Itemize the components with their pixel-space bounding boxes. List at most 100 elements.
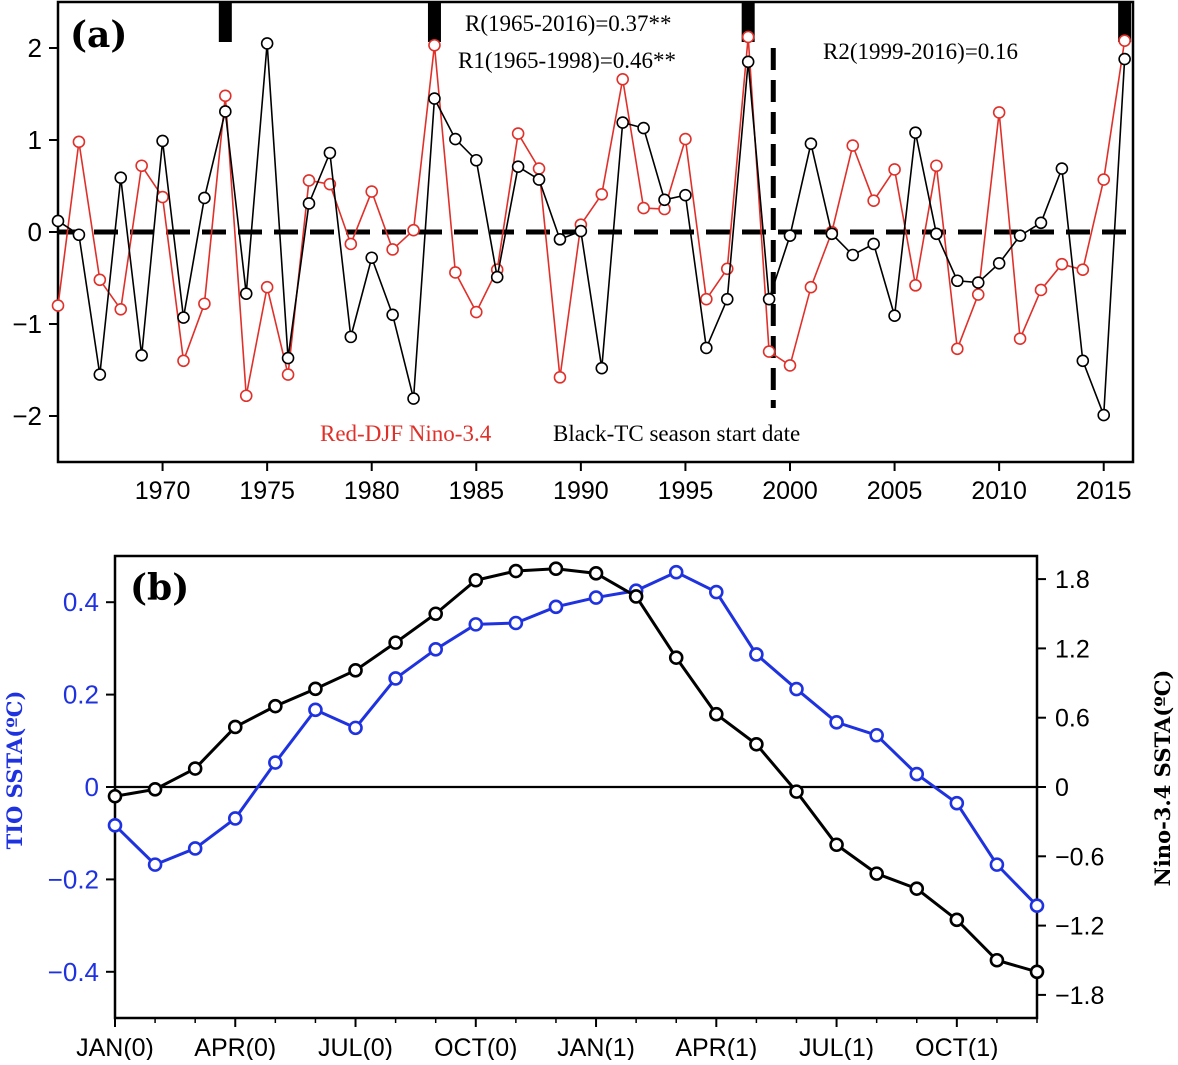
- series-black-point: [428, 92, 441, 105]
- series-black-point: [490, 270, 504, 284]
- series-red-point: [909, 279, 922, 292]
- series-red-point: [532, 162, 546, 175]
- series-red-point: [1055, 257, 1069, 271]
- right-y-axis-title: Nino-3.4 SSTA(ºC): [1150, 670, 1175, 887]
- series-red-point: [1076, 263, 1090, 277]
- series-red-point: [511, 127, 525, 140]
- series-red-point: [407, 223, 420, 237]
- series-nino34-point: [869, 866, 884, 881]
- series-black-point: [679, 188, 692, 202]
- y-tick-label: −2: [12, 401, 42, 431]
- right-y-tick-label: −1.8: [1055, 982, 1104, 1010]
- series-tio-point: [428, 642, 443, 657]
- series-tio-point: [829, 715, 844, 730]
- series-red-point: [1013, 332, 1027, 346]
- left-y-tick-label: −0.2: [48, 864, 99, 894]
- series-black-point: [783, 229, 797, 242]
- series-tio-line: [113, 570, 1039, 907]
- series-red-point: [804, 280, 818, 294]
- x-tick-label: OCT(0): [434, 1034, 517, 1060]
- series-black-point: [511, 160, 525, 173]
- x-tick-label: APR(1): [675, 1034, 757, 1060]
- panel-b-right-y-axis: −1.8 −1.2 −0.6 0 0.6 1.2 1.8: [1037, 566, 1104, 1010]
- x-tick-label: 1975: [239, 477, 295, 505]
- y-tick-label: 2: [28, 33, 42, 63]
- series-nino34-point: [588, 566, 604, 581]
- series-tio-point: [588, 590, 604, 605]
- series-black-point: [888, 309, 901, 323]
- series-black-point: [1076, 354, 1090, 368]
- series-nino34-point: [147, 782, 163, 797]
- series-tio-point: [869, 727, 884, 743]
- series-nino34-point: [709, 706, 724, 722]
- series-tio-point: [388, 671, 403, 686]
- series-tio-point: [789, 681, 804, 697]
- series-tio-point: [227, 811, 243, 826]
- x-tick-label: 2010: [971, 477, 1027, 505]
- event-marker-1983: [427, 2, 441, 42]
- x-tick-label: 2005: [867, 477, 923, 505]
- series-black-point: [198, 191, 211, 205]
- series-red-point: [846, 139, 860, 152]
- panel-b-left-y-axis: −0.4 −0.2 0 0.2 0.4: [48, 587, 115, 987]
- x-tick-label: 1990: [553, 477, 609, 505]
- series-black-point: [260, 37, 274, 50]
- series-red-point: [449, 266, 462, 279]
- series-black-point: [344, 330, 358, 344]
- series-red-point: [156, 190, 169, 204]
- series-black-point: [846, 248, 860, 262]
- panel-a-event-markers: [218, 2, 1132, 42]
- series-tio-point: [668, 564, 684, 580]
- series-red-point: [679, 132, 692, 146]
- series-nino34-point: [227, 719, 243, 735]
- y-tick-label: 1: [28, 125, 42, 155]
- x-tick-label: 1995: [658, 477, 714, 505]
- series-red-point: [198, 297, 211, 311]
- series-tio-point: [147, 857, 163, 872]
- series-red-point: [281, 368, 295, 381]
- series-black-point: [177, 311, 190, 324]
- series-red-point: [1034, 283, 1048, 297]
- series-black-point: [156, 134, 169, 148]
- series-black-point: [700, 341, 713, 355]
- series-red-point: [365, 185, 379, 198]
- series-black-point: [1055, 162, 1069, 175]
- left-y-tick-label: 0.4: [63, 587, 99, 617]
- event-marker-2016: [1118, 2, 1132, 42]
- panel-b-label: (b): [130, 567, 189, 609]
- x-tick-label: OCT(1): [915, 1034, 998, 1060]
- panel-a-reference-lines: [58, 48, 1133, 408]
- series-black-point: [804, 137, 818, 150]
- right-y-tick-label: −0.6: [1055, 843, 1104, 871]
- series-red-line: [57, 36, 1126, 396]
- series-tio-point: [308, 702, 323, 718]
- series-red-point: [135, 159, 148, 173]
- series-red-point: [553, 371, 567, 384]
- series-tio-point: [468, 617, 484, 632]
- series-black-point: [1118, 52, 1131, 66]
- x-tick-label: APR(0): [194, 1034, 276, 1060]
- series-black-point: [365, 251, 379, 265]
- series-black-point: [1013, 229, 1027, 242]
- annotation-r1: R1(1965-1998)=0.46**: [458, 48, 676, 73]
- series-red-point: [344, 237, 358, 251]
- series-black-point: [658, 193, 671, 207]
- series-black-point: [219, 105, 232, 118]
- series-black-point: [909, 126, 922, 139]
- series-nino34-point: [308, 681, 323, 697]
- series-red-point: [720, 262, 734, 276]
- legend-black-label: Black-TC season start date: [553, 421, 800, 446]
- series-red-point: [72, 135, 86, 149]
- series-red-point: [302, 174, 316, 187]
- x-tick-label: 1985: [448, 477, 504, 505]
- series-tio-point: [709, 584, 724, 600]
- right-y-tick-label: 1.2: [1055, 635, 1090, 663]
- series-black-point: [72, 228, 86, 242]
- series-red-point: [971, 288, 985, 301]
- series-tio-point: [187, 841, 203, 856]
- x-tick-label: 1980: [344, 477, 400, 505]
- series-black-point: [407, 392, 420, 405]
- series-red-point: [469, 305, 483, 319]
- series-black-point: [469, 153, 483, 167]
